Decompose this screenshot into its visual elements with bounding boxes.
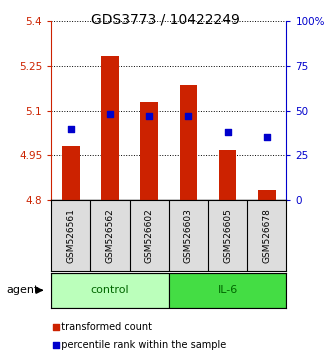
Text: transformed count: transformed count [55,322,152,332]
Bar [62,146,80,200]
Text: IL-6: IL-6 [217,285,238,295]
Point [54,342,59,348]
Point [225,129,230,135]
Text: GDS3773 / 10422249: GDS3773 / 10422249 [91,12,240,27]
Text: GSM526678: GSM526678 [262,208,271,263]
Text: GSM526602: GSM526602 [145,208,154,263]
Text: GSM526603: GSM526603 [184,208,193,263]
Point [147,113,152,119]
Bar [169,273,286,308]
Point [54,325,59,330]
Point [264,135,269,140]
Text: GSM526562: GSM526562 [106,208,115,263]
Bar [219,150,236,200]
Text: agent: agent [7,285,39,295]
Bar [101,56,119,200]
Text: GSM526605: GSM526605 [223,208,232,263]
Point [68,126,73,131]
Text: control: control [91,285,129,295]
Bar [51,273,169,308]
Point [186,113,191,119]
Text: percentile rank within the sample: percentile rank within the sample [55,340,226,350]
Bar [180,85,197,200]
Text: GSM526561: GSM526561 [67,208,75,263]
Bar [140,102,158,200]
Bar [258,190,275,200]
Point [107,112,113,117]
